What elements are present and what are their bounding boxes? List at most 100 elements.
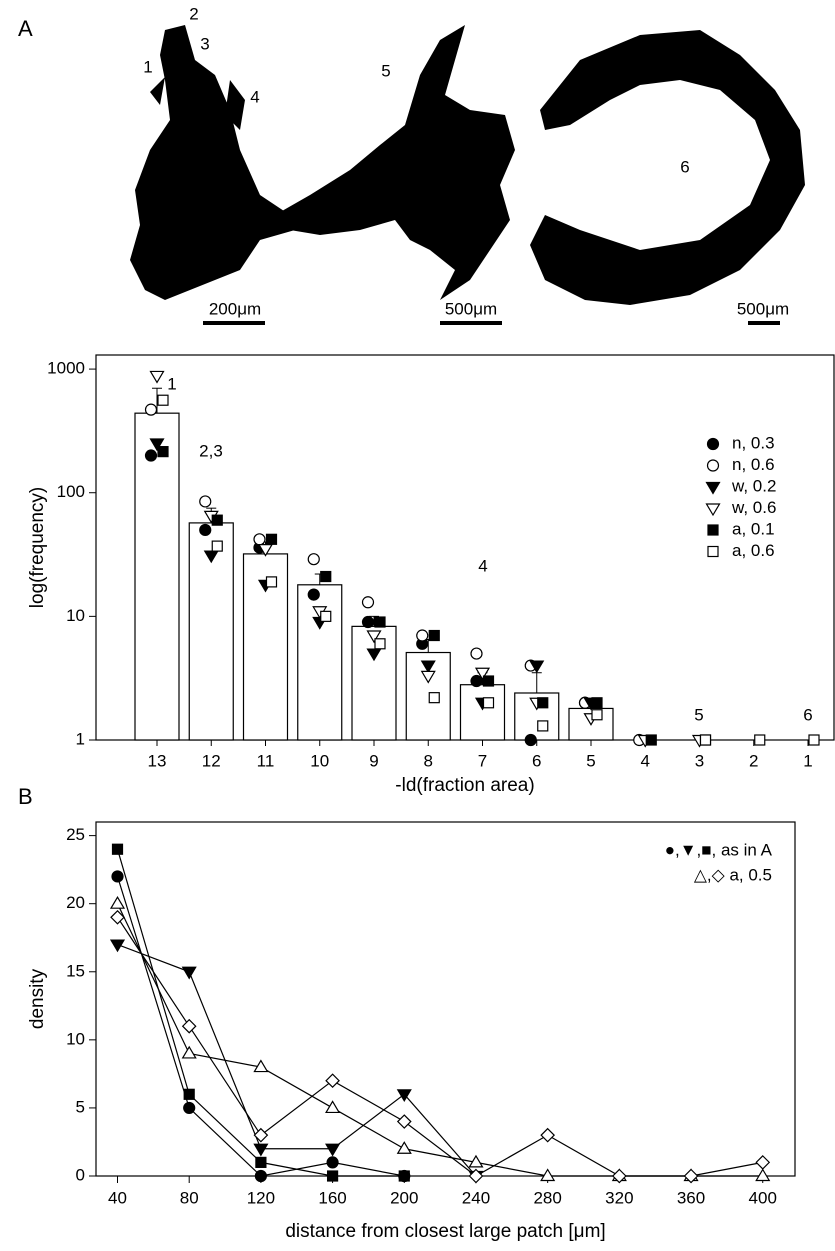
marker — [808, 734, 820, 746]
annotation: 1 — [167, 374, 176, 393]
marker — [428, 629, 440, 642]
marker — [645, 734, 657, 746]
marker — [537, 697, 549, 709]
marker — [591, 709, 603, 721]
marker — [183, 1101, 196, 1115]
y-tick-label: 5 — [76, 1097, 85, 1116]
x-tick-label: 4 — [641, 751, 650, 770]
annotation: 2,3 — [199, 441, 223, 460]
legend-label: △,◇ a, 0.5 — [694, 865, 772, 884]
plot-frame — [95, 821, 796, 1177]
marker — [705, 503, 721, 517]
x-tick-label: 11 — [257, 751, 275, 770]
scale-bar — [203, 321, 265, 325]
x-tick-label: 1 — [803, 751, 812, 770]
y-tick-label: 20 — [66, 893, 85, 912]
y-tick-label: 10 — [66, 606, 85, 625]
marker — [361, 615, 375, 629]
y-axis-title: density — [27, 968, 48, 1029]
legend-label: w, 0.2 — [731, 476, 776, 495]
marker — [181, 1018, 197, 1034]
marker — [755, 1168, 771, 1182]
marker — [109, 939, 126, 953]
marker — [211, 540, 223, 552]
x-tick-label: 3 — [695, 751, 704, 770]
x-tick-label: 6 — [532, 751, 541, 770]
marker — [396, 1114, 412, 1129]
scale-bar — [440, 321, 502, 325]
marker — [199, 523, 212, 537]
marker — [320, 570, 332, 583]
marker — [366, 648, 382, 662]
marker — [109, 896, 126, 909]
marker — [253, 1127, 269, 1143]
marker — [683, 1168, 699, 1184]
patch-label: 5 — [381, 61, 390, 80]
marker — [325, 1100, 341, 1114]
x-tick-label: 80 — [180, 1188, 199, 1207]
marker — [157, 446, 169, 458]
legend-label: a, 0.1 — [732, 519, 775, 538]
y-tick-label: 15 — [66, 961, 85, 980]
marker — [612, 1168, 627, 1184]
annotation: 6 — [803, 705, 812, 724]
x-axis-title: distance from closest large patch [μm] — [285, 1221, 605, 1242]
marker — [361, 596, 375, 609]
patch-label: 6 — [680, 157, 689, 176]
marker — [326, 1156, 339, 1169]
marker — [398, 1170, 410, 1182]
marker — [307, 553, 320, 566]
y-tick-label: 0 — [76, 1165, 85, 1184]
marker — [307, 588, 320, 601]
marker — [754, 734, 766, 746]
marker — [149, 370, 165, 384]
y-tick-label: 10 — [66, 1029, 85, 1048]
marker — [524, 733, 537, 747]
y-tick-label: 1 — [76, 729, 85, 748]
scale-bar — [748, 321, 780, 325]
marker — [396, 1141, 412, 1154]
x-tick-label: 240 — [462, 1188, 490, 1207]
marker — [253, 533, 266, 546]
y-axis-title: log(frequency) — [27, 487, 48, 608]
marker — [474, 667, 491, 681]
x-tick-label: 13 — [148, 751, 167, 770]
marker — [755, 1155, 771, 1170]
patch-image — [275, 25, 515, 300]
marker — [366, 630, 382, 644]
marker — [482, 697, 495, 709]
patch-label: 1 — [143, 57, 152, 76]
patch-label: 2 — [189, 4, 198, 23]
marker — [707, 524, 719, 536]
x-tick-label: 200 — [390, 1188, 418, 1207]
line — [117, 943, 477, 1177]
legend-label: n, 0.6 — [732, 455, 775, 474]
marker — [416, 629, 429, 642]
marker — [144, 449, 158, 462]
marker — [253, 1059, 269, 1073]
bar — [134, 412, 180, 741]
marker — [468, 1168, 484, 1184]
bar — [242, 553, 289, 741]
marker — [111, 870, 124, 883]
marker — [325, 1143, 341, 1157]
marker — [183, 1088, 195, 1100]
y-tick-label: 25 — [66, 825, 85, 844]
patch-label: 4 — [250, 87, 259, 106]
x-axis-title: -ld(fraction area) — [395, 775, 534, 796]
marker — [705, 481, 721, 495]
legend-label: a, 0.6 — [732, 541, 775, 560]
marker — [265, 576, 278, 588]
x-tick-label: 8 — [424, 751, 433, 770]
marker — [149, 438, 165, 452]
annotation: 5 — [694, 705, 703, 724]
y-tick-label: 1000 — [47, 359, 85, 378]
marker — [540, 1127, 556, 1143]
marker — [470, 647, 483, 660]
marker — [706, 437, 720, 451]
x-tick-label: 320 — [605, 1188, 633, 1207]
x-tick-label: 360 — [677, 1188, 705, 1207]
marker — [468, 1154, 484, 1168]
marker — [211, 514, 223, 526]
